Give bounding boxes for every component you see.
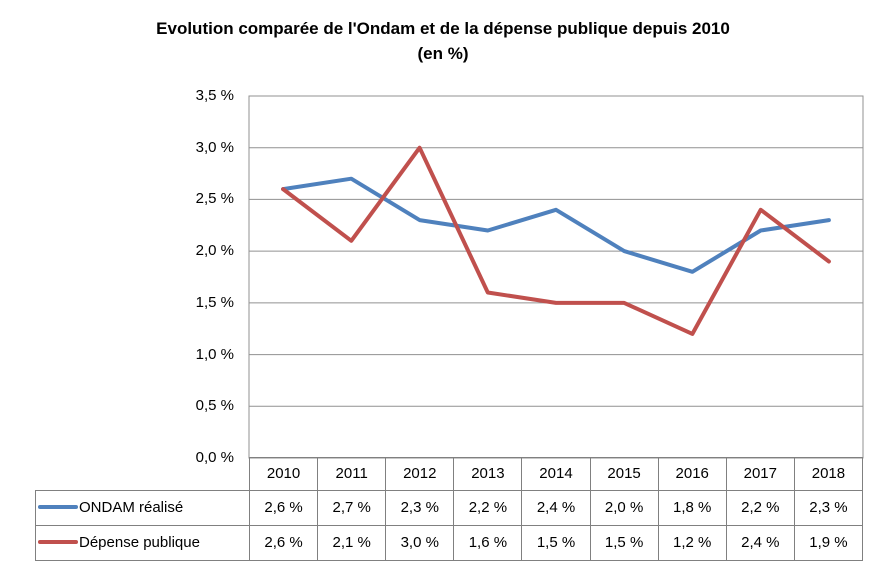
- legend-label-0: ONDAM réalisé: [79, 499, 184, 516]
- legend-label-1: Dépense publique: [79, 534, 200, 551]
- table-corner-spacer: [36, 458, 250, 491]
- year-header-cell: 2015: [589, 457, 659, 491]
- y-tick-label: 1,5 %: [195, 293, 234, 311]
- legend-cell-1: Dépense publique: [35, 524, 250, 561]
- y-tick-label: 0,0 %: [195, 449, 234, 466]
- year-header-cell: 2014: [521, 457, 591, 491]
- value-cell: 1,5 %: [589, 524, 659, 561]
- value-cell: 1,5 %: [521, 524, 591, 561]
- value-cell: 2,1 %: [317, 524, 387, 561]
- chart-title-line1: Evolution comparée de l'Ondam et de la d…: [156, 19, 730, 38]
- y-tick-label: 1,0 %: [195, 345, 234, 363]
- value-cell: 2,7 %: [317, 489, 387, 526]
- plot-border: [248, 95, 864, 459]
- chart-title: Evolution comparée de l'Ondam et de la d…: [0, 16, 886, 66]
- table-row: Dépense publique 2,6 % 2,1 % 3,0 % 1,6 % 1,5 …: [35, 524, 864, 561]
- y-tick-label: 0,5 %: [195, 397, 234, 415]
- value-cell: 2,3 %: [793, 489, 864, 526]
- y-tick-label: 3,0 %: [195, 138, 234, 156]
- value-cell: 2,2 %: [453, 489, 523, 526]
- chart-data-table: 2010 2011 2012 2013 2014 2015 2016 2017 2018 ONDA…: [35, 457, 864, 561]
- value-cell: 3,0 %: [385, 524, 455, 561]
- chart-title-line2: (en %): [417, 44, 469, 63]
- value-cell: 2,0 %: [589, 489, 659, 526]
- table-row: 2010 2011 2012 2013 2014 2015 2016 2017 2018: [36, 457, 864, 491]
- legend-line-marker-0: [38, 505, 78, 510]
- value-cell: 1,2 %: [657, 524, 727, 561]
- value-cell: 1,6 %: [453, 524, 523, 561]
- y-tick-label: 2,5 %: [195, 190, 234, 208]
- y-tick-label: 3,5 %: [195, 87, 234, 104]
- value-cell: 2,6 %: [248, 524, 319, 561]
- series-line-0: [281, 176, 831, 274]
- year-header-cell: 2012: [385, 457, 455, 491]
- year-header-cell: 2017: [725, 457, 795, 491]
- value-cell: 2,6 %: [248, 489, 319, 526]
- value-cell: 1,8 %: [657, 489, 727, 526]
- series-line-1: [281, 145, 831, 336]
- year-header-cell: 2013: [453, 457, 523, 491]
- year-header-cell: 2018: [793, 457, 864, 491]
- value-cell: 2,4 %: [725, 524, 795, 561]
- value-cell: 1,9 %: [793, 524, 864, 561]
- value-cell: 2,2 %: [725, 489, 795, 526]
- value-cell: 2,4 %: [521, 489, 591, 526]
- value-cell: 2,3 %: [385, 489, 455, 526]
- table-row: ONDAM réalisé 2,6 % 2,7 % 2,3 % 2,2 % 2,4 % 2,…: [35, 489, 864, 526]
- year-header-cell: 2010: [248, 457, 319, 491]
- legend-line-marker-1: [38, 540, 78, 545]
- year-header-cell: 2011: [317, 457, 387, 491]
- year-header-cell: 2016: [657, 457, 727, 491]
- y-tick-label: 2,0 %: [195, 242, 234, 260]
- legend-cell-0: ONDAM réalisé: [35, 489, 250, 526]
